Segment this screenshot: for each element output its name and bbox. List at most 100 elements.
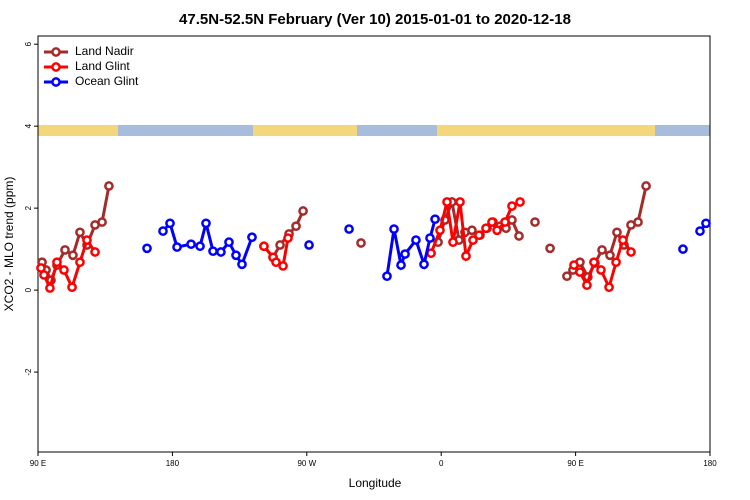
x-tick-label: 180 bbox=[166, 459, 180, 468]
x-tick-label: 0 bbox=[439, 459, 444, 468]
data-point bbox=[82, 235, 92, 245]
data-point bbox=[481, 223, 491, 234]
data-point bbox=[474, 230, 484, 241]
y-tick-label: 0 bbox=[24, 287, 33, 292]
data-point bbox=[448, 237, 458, 248]
data-point bbox=[626, 247, 636, 257]
data-point bbox=[611, 257, 621, 268]
data-point bbox=[60, 245, 70, 255]
data-point bbox=[186, 239, 196, 250]
data-point bbox=[419, 259, 429, 270]
data-point bbox=[158, 226, 168, 236]
data-point bbox=[291, 221, 301, 232]
data-point bbox=[201, 218, 211, 229]
data-point bbox=[68, 250, 78, 261]
data-point bbox=[461, 251, 471, 261]
plot-frame bbox=[37, 35, 711, 453]
data-point bbox=[468, 235, 478, 245]
data-point bbox=[582, 280, 592, 291]
data-point bbox=[596, 265, 606, 275]
legend-marker bbox=[51, 47, 61, 57]
x-axis-label: Longitude bbox=[349, 476, 402, 490]
data-point bbox=[304, 240, 314, 250]
data-point bbox=[442, 197, 452, 207]
data-point bbox=[575, 267, 585, 277]
data-point bbox=[59, 265, 69, 275]
data-point bbox=[278, 261, 288, 271]
data-point bbox=[39, 270, 49, 280]
x-tick-label: 180 bbox=[703, 459, 717, 468]
data-point bbox=[515, 197, 525, 207]
data-point bbox=[104, 181, 114, 191]
data-point bbox=[275, 240, 285, 250]
data-point bbox=[400, 249, 410, 259]
data-point bbox=[237, 259, 247, 270]
data-point bbox=[52, 257, 62, 268]
data-point bbox=[271, 257, 281, 268]
ocean-strip bbox=[118, 125, 253, 136]
data-point bbox=[633, 217, 643, 227]
data-point bbox=[356, 238, 366, 248]
data-point bbox=[545, 243, 555, 254]
data-point bbox=[641, 181, 651, 191]
data-point bbox=[514, 231, 524, 241]
y-tick-label: 4 bbox=[24, 123, 33, 128]
data-point bbox=[259, 241, 269, 252]
data-point bbox=[231, 250, 241, 261]
x-tick-label: 90 E bbox=[567, 459, 583, 468]
chart-title: 47.5N-52.5N February (Ver 10) 2015-01-01… bbox=[179, 11, 571, 28]
data-point bbox=[75, 227, 85, 238]
data-point bbox=[492, 225, 502, 236]
data-point bbox=[298, 206, 308, 216]
data-point bbox=[618, 235, 628, 245]
data-point bbox=[224, 237, 234, 248]
data-point bbox=[701, 218, 711, 229]
data-point bbox=[604, 282, 614, 293]
data-point bbox=[589, 257, 599, 268]
data-point bbox=[247, 232, 257, 243]
data-point bbox=[467, 225, 477, 236]
y-tick-label: -2 bbox=[24, 368, 33, 376]
data-point bbox=[208, 246, 218, 257]
ocean-strip bbox=[357, 125, 437, 136]
data-point bbox=[45, 283, 55, 293]
y-tick-label: 6 bbox=[24, 41, 33, 46]
data-point bbox=[500, 217, 510, 227]
data-point bbox=[396, 260, 406, 270]
data-point bbox=[455, 197, 465, 207]
data-point bbox=[90, 247, 100, 257]
data-point bbox=[97, 217, 107, 227]
x-tick-label: 90 E bbox=[30, 459, 46, 468]
data-point bbox=[435, 225, 445, 236]
data-point bbox=[562, 271, 572, 282]
data-point bbox=[142, 243, 152, 254]
ocean-strip bbox=[655, 125, 710, 136]
data-point bbox=[530, 217, 540, 227]
data-point bbox=[612, 227, 622, 238]
data-point bbox=[425, 233, 435, 243]
data-point bbox=[678, 244, 688, 254]
series-line bbox=[262, 210, 305, 260]
data-point bbox=[216, 247, 226, 257]
data-point bbox=[344, 224, 354, 234]
data-point bbox=[695, 226, 705, 236]
legend-marker bbox=[51, 62, 61, 72]
legend-label: Land Nadir bbox=[75, 44, 134, 58]
data-point bbox=[67, 282, 77, 293]
data-point bbox=[382, 271, 392, 282]
x-tick-label: 90 W bbox=[297, 459, 316, 468]
data-point bbox=[430, 214, 440, 225]
data-point bbox=[569, 260, 579, 270]
surface-mask-strip bbox=[38, 125, 710, 136]
data-point bbox=[507, 201, 517, 211]
data-point bbox=[165, 218, 175, 229]
data-point bbox=[283, 233, 293, 243]
data-point bbox=[487, 217, 497, 227]
legend-label: Land Glint bbox=[75, 59, 130, 73]
y-axis-label: XCO2 - MLO trend (ppm) bbox=[2, 177, 16, 312]
legend-marker bbox=[51, 77, 61, 87]
data-point bbox=[195, 241, 205, 252]
data-point bbox=[75, 257, 85, 268]
data-point bbox=[389, 224, 399, 234]
